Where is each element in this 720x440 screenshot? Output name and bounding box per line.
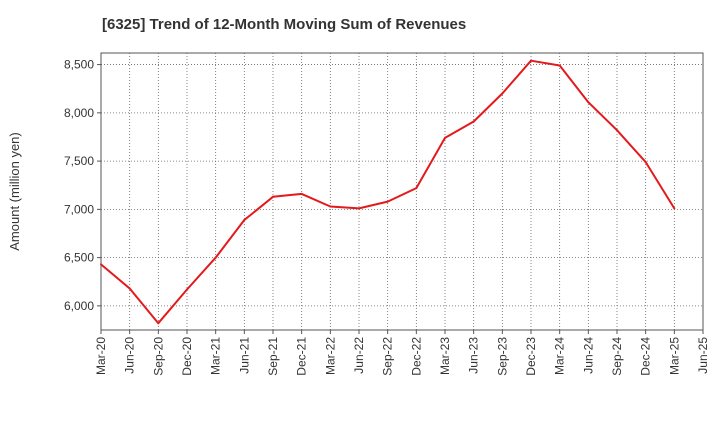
data-point	[128, 287, 131, 290]
data-point	[444, 136, 446, 139]
x-tick-label: Dec-23	[524, 337, 538, 376]
horizontal-gridlines	[101, 64, 703, 307]
data-point	[329, 205, 332, 208]
y-tick-label: 7,000	[64, 202, 94, 216]
y-tick-label: 8,500	[64, 58, 94, 72]
x-tick-label: Sep-22	[381, 337, 395, 376]
x-axis: Mar-20 Jun-20 Sep-20 Dec-20 Mar-21 Jun-21 Sep-…	[94, 330, 710, 376]
y-axis-label: Amount (million yen)	[7, 132, 22, 251]
x-tick-label: Jun-22	[352, 337, 366, 374]
data-point	[558, 64, 561, 67]
x-tick-label: Sep-23	[495, 337, 509, 376]
x-tick-label: Jun-25	[696, 337, 710, 374]
chart-title: [6325] Trend of 12-Month Moving Sum of R…	[102, 16, 467, 33]
data-point	[243, 218, 246, 221]
x-tick-label: Mar-24	[553, 337, 567, 375]
x-tick-label: Sep-24	[610, 337, 624, 376]
data-point	[358, 207, 360, 210]
data-point	[300, 192, 303, 195]
data-point	[501, 92, 504, 95]
x-tick-label: Mar-22	[323, 337, 337, 375]
data-point	[100, 263, 102, 266]
x-tick-label: Mar-20	[94, 337, 108, 375]
x-tick-label: Dec-22	[409, 337, 423, 376]
data-point	[157, 322, 160, 325]
data-point	[530, 59, 532, 62]
y-tick-label: 8,000	[64, 106, 94, 120]
x-tick-label: Sep-20	[151, 337, 165, 376]
x-tick-label: Mar-25	[667, 337, 681, 375]
x-tick-label: Jun-21	[237, 337, 251, 374]
series-layer	[100, 59, 676, 325]
data-point	[644, 161, 647, 164]
data-point	[415, 187, 418, 190]
x-tick-label: Jun-23	[467, 337, 481, 374]
x-tick-label: Mar-23	[438, 337, 452, 375]
data-point	[386, 200, 389, 203]
y-tick-label: 6,000	[64, 299, 94, 313]
x-tick-label: Dec-20	[180, 337, 194, 376]
y-tick-label: 7,500	[64, 154, 94, 168]
plot-area-frame	[100, 52, 704, 331]
data-point	[472, 120, 475, 123]
data-point	[587, 101, 590, 104]
x-tick-label: Mar-21	[209, 337, 223, 375]
data-point	[186, 288, 188, 291]
x-tick-label: Jun-24	[581, 337, 595, 374]
y-axis: 6,000 6,500 7,000 7,500 8,000 8,500	[64, 58, 101, 313]
x-tick-label: Dec-24	[639, 337, 653, 376]
vertical-gridlines	[100, 53, 704, 330]
data-point	[673, 207, 676, 210]
x-tick-label: Dec-21	[295, 337, 309, 376]
x-tick-label: Jun-20	[123, 337, 137, 374]
data-point	[272, 195, 274, 198]
x-tick-label: Sep-21	[266, 337, 280, 376]
y-tick-label: 6,500	[64, 251, 94, 265]
data-point	[616, 129, 618, 132]
data-point	[214, 256, 217, 259]
